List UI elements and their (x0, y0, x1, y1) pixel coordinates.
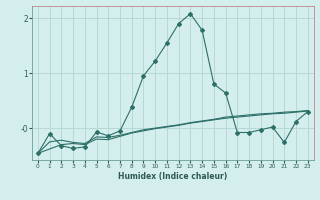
X-axis label: Humidex (Indice chaleur): Humidex (Indice chaleur) (118, 172, 228, 181)
